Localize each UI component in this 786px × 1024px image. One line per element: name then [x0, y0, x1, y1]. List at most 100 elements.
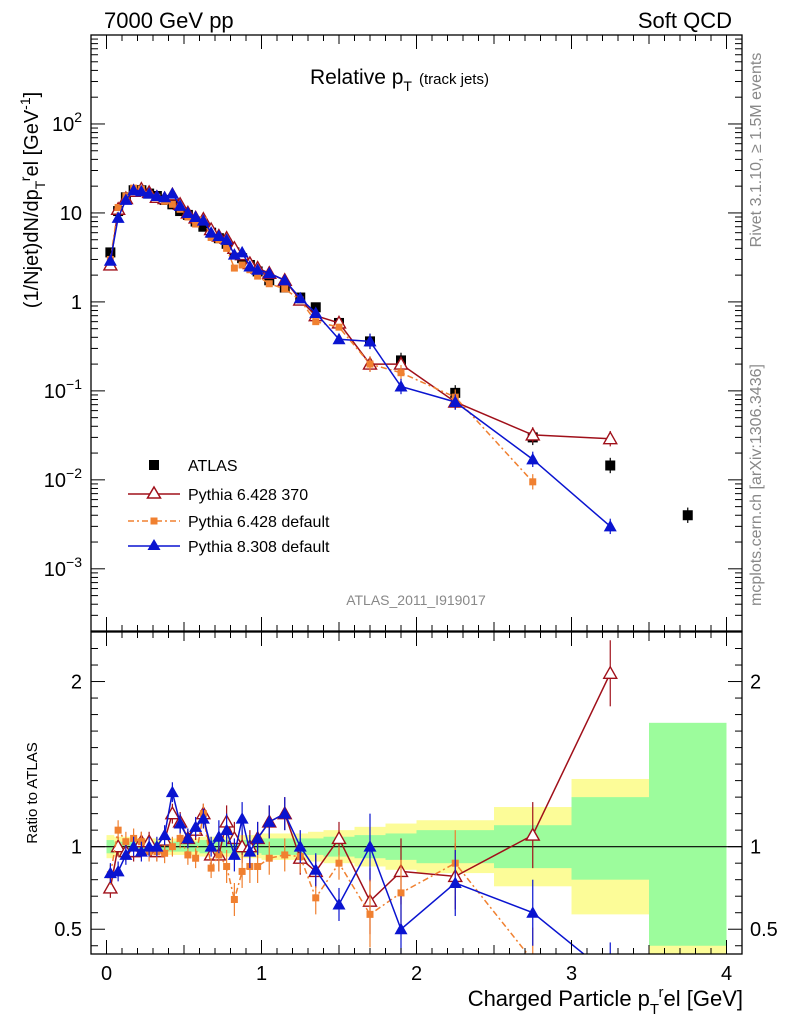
marker-triangle	[111, 211, 125, 223]
legend-marker-atlas	[149, 460, 159, 470]
ylabel-sub: T	[32, 180, 48, 189]
marker-square-small	[281, 851, 289, 859]
xlabel-main: Charged Particle p	[468, 986, 650, 1011]
marker-triangle	[278, 273, 292, 286]
ratio-tick-label-left: 1	[71, 837, 82, 859]
marker-triangle	[189, 210, 203, 223]
marker-square-small	[192, 220, 200, 228]
y-tick-base: 10	[52, 114, 74, 136]
ylabel-sup: r	[17, 176, 33, 181]
marker-triangle	[196, 812, 210, 824]
legend-marker-pythia6-default	[150, 517, 158, 525]
x-tick-label: 4	[721, 963, 732, 985]
ratio-tick-label-right: 1	[750, 837, 761, 859]
xlabel-sup: r	[659, 984, 664, 1001]
marker-triangle	[181, 206, 195, 218]
marker-square	[682, 510, 693, 521]
series-line	[109, 187, 534, 483]
marker-triangle	[332, 897, 346, 910]
series-top-1	[102, 181, 618, 447]
band-stat	[649, 722, 727, 946]
marker-square	[605, 460, 616, 471]
marker-square-small	[312, 318, 320, 326]
marker-triangle	[448, 876, 462, 888]
ylabel-main: (1/Njet)dN/dp	[21, 189, 43, 308]
marker-triangle	[111, 864, 125, 877]
header-left: 7000 GeV pp	[104, 8, 234, 33]
marker-square-small	[168, 843, 176, 851]
marker-square-small	[215, 851, 223, 859]
marker-square-small	[176, 834, 184, 842]
marker-triangle	[251, 831, 265, 844]
marker-triangle	[142, 187, 156, 199]
marker-triangle	[448, 395, 462, 407]
marker-square-small	[397, 369, 405, 377]
legend-entry-pythia8-default: Pythia 8.308 default	[128, 539, 330, 556]
legend-entry-pythia6-default: Pythia 6.428 default	[128, 514, 330, 531]
marker-triangle	[181, 831, 195, 844]
marker-triangle	[363, 840, 377, 852]
y-tick-label: 1	[71, 292, 82, 314]
marker-square-small	[254, 272, 262, 280]
marker-triangle-open	[331, 830, 347, 845]
y-tick-label: 10−3	[44, 554, 82, 581]
marker-square-small	[161, 849, 169, 857]
legend-label-pythia8-default: Pythia 8.308 default	[188, 539, 330, 556]
marker-square-small	[254, 862, 262, 870]
marker-triangle	[394, 922, 408, 935]
marker-triangle	[212, 830, 226, 842]
marker-square-small	[366, 910, 374, 918]
marker-square-small	[529, 957, 536, 964]
marker-triangle	[526, 452, 540, 465]
marker-square-small	[335, 323, 343, 331]
marker-triangle	[165, 785, 179, 798]
y-tick-exp: 2	[74, 109, 82, 125]
y-tick-base: 1	[71, 292, 82, 314]
marker-square-small	[397, 889, 405, 897]
ratio-panel: 2 2 1 1 0.5 0.5	[54, 631, 778, 981]
legend: ATLAS Pythia 6.428 370 Pythia 6.428 defa…	[128, 458, 330, 556]
ratio-tick-label-right: 0.5	[750, 919, 778, 941]
marker-triangle	[243, 260, 257, 272]
marker-triangle	[127, 840, 141, 852]
y-tick-label: 102	[52, 109, 82, 136]
ylabel-exp: -1	[17, 97, 33, 110]
marker-triangle	[204, 840, 218, 852]
marker-triangle	[204, 226, 218, 238]
ratio-ticks: 2 2 1 1 0.5 0.5	[54, 632, 778, 954]
marker-triangle-open	[525, 426, 541, 441]
marker-triangle	[604, 969, 617, 981]
marker-triangle	[363, 334, 377, 347]
marker-triangle	[173, 199, 187, 211]
xlabel-sub: T	[650, 1001, 659, 1018]
x-tick-label: 0	[101, 963, 112, 985]
marker-square	[198, 221, 209, 232]
marker-square-small	[223, 244, 231, 252]
marker-square-small	[366, 360, 374, 368]
marker-square-small	[192, 854, 200, 862]
marker-square-small	[168, 200, 176, 208]
ratio-tick-label-left: 0.5	[54, 919, 82, 941]
legend-marker-pythia6-370	[146, 485, 162, 499]
marker-square-small	[265, 854, 273, 862]
top-y-axis-title: (1/Njet)dN/dpTrel [GeV-1]	[17, 92, 48, 308]
ratio-tick-label-right: 2	[750, 672, 761, 694]
legend-label-pythia6-default: Pythia 6.428 default	[188, 514, 330, 531]
marker-triangle	[134, 845, 148, 857]
y-tick-exp: −2	[66, 465, 82, 481]
y-tick-label: 10−2	[44, 465, 82, 492]
marker-triangle	[309, 306, 323, 319]
legend-label-pythia6-370: Pythia 6.428 370	[188, 487, 308, 504]
marker-square-small	[312, 894, 320, 902]
series-line	[109, 188, 611, 440]
marker-square-small	[122, 838, 130, 846]
plot-title-note: (track jets)	[419, 71, 489, 88]
marker-triangle	[119, 193, 133, 205]
marker-square-small	[238, 867, 246, 875]
marker-square-small	[207, 864, 215, 872]
y-tick-base: 10	[44, 381, 66, 403]
marker-triangle	[220, 233, 234, 245]
marker-triangle	[243, 845, 257, 857]
y-tick-exp: −1	[66, 376, 82, 392]
